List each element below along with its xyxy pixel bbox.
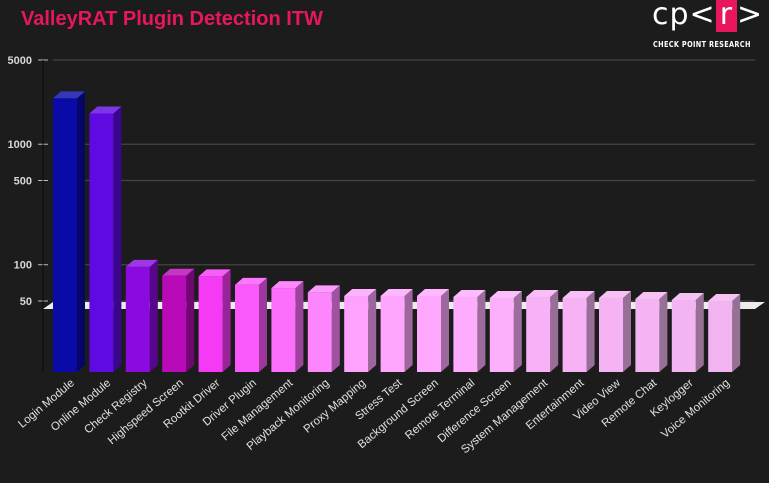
bar	[344, 289, 377, 372]
bar	[235, 277, 267, 372]
bar	[417, 289, 449, 372]
bar	[53, 91, 85, 372]
bar	[599, 290, 631, 372]
bar	[380, 289, 413, 372]
bar	[453, 289, 486, 372]
logo-subtitle: CHECK POINT RESEARCH	[653, 40, 751, 49]
y-tick-label: 50	[20, 296, 32, 308]
bar	[562, 290, 595, 372]
logo-boxed-letter: r	[715, 0, 738, 32]
y-tick-label: 100	[14, 260, 32, 272]
bar	[526, 289, 559, 372]
bar	[708, 294, 741, 372]
y-tick-label: 500	[14, 176, 32, 188]
bar	[307, 285, 340, 372]
bar	[671, 292, 704, 372]
bar	[125, 259, 158, 372]
logo-suffix: >	[737, 0, 764, 32]
logo-prefix: cp<	[652, 0, 716, 32]
x-category-label: Voice Monitoring	[659, 377, 732, 441]
bar	[198, 269, 231, 372]
chart-title: ValleyRAT Plugin Detection ITW	[21, 8, 323, 30]
y-tick-label: 1000	[8, 139, 32, 151]
bar	[89, 106, 122, 372]
check-point-research-logo: cp< r > CHECK POINT RESEARCH	[652, 0, 763, 52]
y-tick-label: 5000	[8, 55, 32, 67]
bar	[271, 281, 304, 372]
bar	[635, 291, 668, 372]
bar	[162, 268, 195, 372]
bar	[489, 290, 522, 372]
x-category-label: Proxy Mapping	[302, 377, 368, 436]
cpr-logo-mark: cp< r >	[652, 0, 763, 32]
x-category-label: Check Registry	[82, 377, 150, 436]
